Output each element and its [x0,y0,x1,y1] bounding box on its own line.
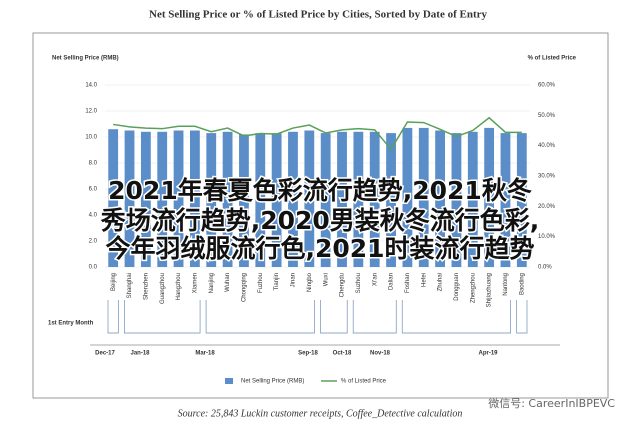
y-tick-label: 4.0 [89,213,98,219]
bar [304,130,315,267]
bar [124,130,135,267]
bar [255,133,266,267]
x-tick-label: Ningbo [307,272,313,292]
legend-swatch [225,378,233,384]
x-tick-label: Dongguan [454,273,460,301]
y2-tick-label: 20.0% [538,204,556,210]
y-tick-label: 2.0 [89,239,98,245]
bar [402,127,413,268]
bracket [352,300,397,334]
bar [239,134,249,267]
bar [108,129,119,267]
x-tick-label: Xiamen [192,273,198,293]
x-tick-label: Nanjing [209,273,215,293]
y2-tick-label: 60.0% [538,83,556,89]
entry-title: 1st Entry Month [48,321,94,327]
x-tick-label: Wuxi [323,273,329,286]
x-tick-label: Foshan [405,273,411,293]
x-tick-label: Fuzhou [258,273,264,293]
x-tick-label: Hefei [421,273,427,287]
bar [353,131,364,267]
x-tick-label: Shanghai [127,273,133,298]
source: Source: 25,843 Luckin customer receipts,… [178,408,463,419]
x-tick-label: Nantong [503,273,509,296]
bracket [401,300,512,334]
bracket [516,300,528,334]
y2-tick-label: 40.0% [538,143,556,149]
bar [320,133,331,267]
bar [500,133,511,267]
bracket [107,300,119,334]
x-tick-label: Wuhan [225,273,231,292]
entry-month: Apr-19 [478,351,498,357]
y-tick-label: 14.0 [85,83,97,89]
frame [32,32,609,399]
bar [337,131,347,267]
bar [467,131,478,267]
y-tick-label: 0.0 [89,265,98,271]
y-tick-label: 10.0 [85,135,97,141]
y2-tick-label: 0.0% [538,265,552,271]
legend-label: Net Selling Price (RMB) [241,379,304,385]
line [113,116,522,151]
bracket [123,300,201,334]
x-tick-label: Baoding [519,273,525,295]
x-tick-label: Zhuhai [438,273,444,291]
overlay-text: 今年羽绒服流行色,2021时装流行趋势 [105,234,534,263]
bar [451,133,462,267]
x-tick-label: Shenzhen [143,273,149,300]
watermark: 微信号: CareerInIBPEVC [488,396,615,410]
bar [369,131,380,267]
legend-label: % of Listed Price [341,379,387,385]
bar [484,127,495,268]
y-tick-label: 8.0 [89,161,98,167]
entry-month: Oct-18 [333,351,352,357]
x-tick-label: Guangzhou [160,273,166,304]
x-tick-label: Dalian [389,273,395,290]
y-tick-label: 12.0 [85,109,97,115]
overlay-text: 2021年春夏色彩流行趋势,2021秋冬 [108,176,532,205]
entry-month: Nov-18 [370,351,391,357]
bar [222,131,233,267]
y-tick-label: 6.0 [89,187,98,193]
entry-month: Sep-18 [298,351,318,357]
chart-title: Net Selling Price or % of Listed Price b… [149,9,487,21]
x-tick-label: Jinan [291,273,297,287]
bar [190,130,200,267]
y-axis-title: Net Selling Price (RMB) [52,56,119,62]
bracket [320,300,348,334]
x-tick-label: Beijing [111,273,117,291]
x-tick-label: Chongqing [242,273,248,302]
x-tick-label: Shijiazhuang [487,273,493,307]
bar [206,133,217,267]
x-tick-label: Zhengzhou [470,273,476,303]
entry-month: Dec-17 [95,351,115,357]
bar [516,133,527,267]
x-tick-label: Chengdu [340,273,346,297]
y2-axis-title: % of Listed Price [528,56,577,62]
bar [173,130,184,267]
bar [271,133,282,267]
overlay-text: 秀场流行趋势,2020男装秋冬流行色彩, [100,206,540,235]
x-tick-label: Tianjin [274,273,280,290]
x-tick-label: Suzhou [356,273,362,293]
entry-month: Jan-18 [130,351,150,357]
bar [288,131,298,267]
bar [418,127,429,268]
bar [386,133,396,267]
bracket [205,300,315,334]
x-tick-label: Xi'an [372,273,378,286]
y2-tick-label: 10.0% [538,234,556,240]
bar [435,130,445,267]
entry-month: Mar-18 [195,351,215,357]
x-tick-label: Hangzhou [176,273,182,300]
y2-tick-label: 50.0% [538,113,556,119]
bar [140,131,151,267]
bar [157,131,168,267]
y2-tick-label: 30.0% [538,174,556,180]
